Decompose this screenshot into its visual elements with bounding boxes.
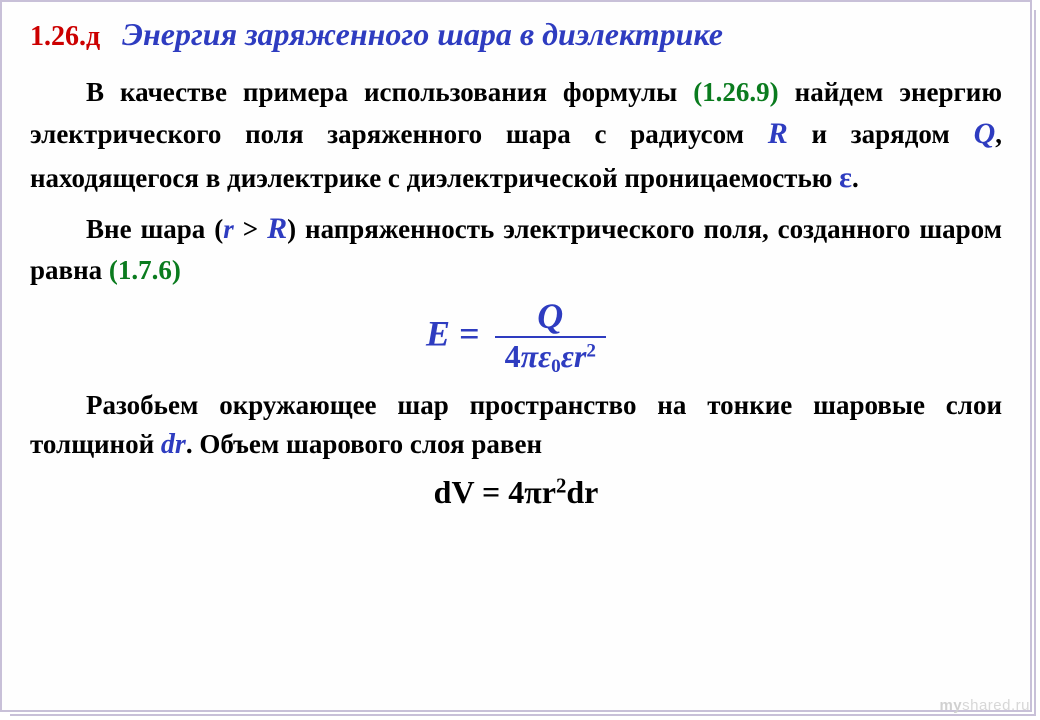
dv-c: dr <box>566 474 598 510</box>
dv-pi: π <box>524 474 542 510</box>
den-sub0: 0 <box>551 356 561 377</box>
formula-lhs: E <box>426 313 450 353</box>
den-sup: 2 <box>586 340 596 361</box>
dv-a: dV = 4 <box>434 474 525 510</box>
watermark-my: my <box>939 697 962 714</box>
p1-text-c: и зарядом <box>788 119 974 149</box>
formula-numerator: Q <box>495 298 606 336</box>
paragraph-3: Разобьем окружающее шар пространство на … <box>30 386 1002 466</box>
formula-eq: = <box>450 313 489 353</box>
formula-E: E = Q 4πε0εr2 <box>30 298 1002 376</box>
dv-sup: 2 <box>556 474 566 497</box>
variable-R-2: R <box>267 212 287 245</box>
den-r: r <box>574 338 586 374</box>
slide-header: 1.26.д Энергия заряженного шара в диэлек… <box>30 16 1002 53</box>
p2-text-a: Вне шара ( <box>86 214 223 244</box>
variable-epsilon: ε <box>839 161 852 194</box>
p1-text-e: . <box>852 163 859 193</box>
variable-Q: Q <box>974 117 996 150</box>
den-4: 4 <box>505 338 521 374</box>
formula-dV: dV = 4πr2dr <box>30 474 1002 511</box>
formula-fraction: Q 4πε0εr2 <box>495 298 606 376</box>
variable-dr: dr <box>161 429 186 460</box>
paragraph-2: Вне шара (r > R) напряженность электриче… <box>30 207 1002 290</box>
section-number: 1.26.д <box>30 21 100 52</box>
den-eps0: ε <box>538 338 551 374</box>
formula-denominator: 4πε0εr2 <box>495 336 606 376</box>
p1-text-a: В качестве примера использования формулы <box>86 77 693 107</box>
p3-text-b: . Объем шарового слоя равен <box>186 429 542 459</box>
slide: 1.26.д Энергия заряженного шара в диэлек… <box>0 0 1032 712</box>
p2-text-b: > <box>234 214 267 244</box>
watermark: myshared.ru <box>939 697 1030 714</box>
den-pi: π <box>521 338 538 374</box>
variable-R: R <box>768 117 788 150</box>
formula-ref-176: (1.7.6) <box>109 255 181 285</box>
den-eps: ε <box>561 338 574 374</box>
dv-b: r <box>542 474 556 510</box>
slide-title: Энергия заряженного шара в диэлектрике <box>122 16 723 52</box>
variable-r-small: r <box>223 214 234 244</box>
watermark-rest: shared.ru <box>962 697 1030 714</box>
formula-ref-1269: (1.26.9) <box>693 77 778 107</box>
paragraph-1: В качестве примера использования формулы… <box>30 73 1002 199</box>
